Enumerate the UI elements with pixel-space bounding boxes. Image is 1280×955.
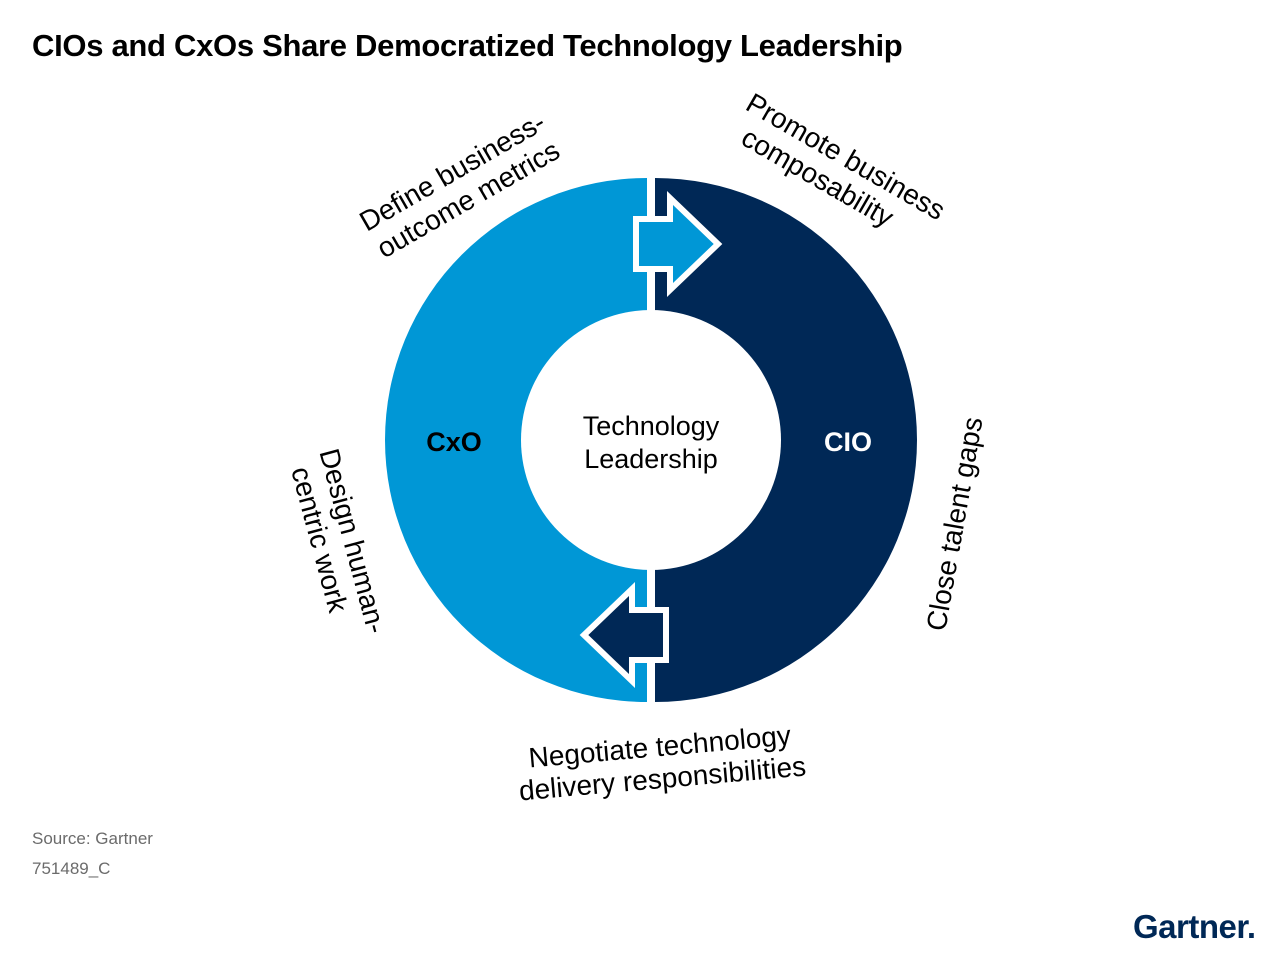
center-divider	[647, 662, 655, 710]
center-divider	[647, 270, 655, 313]
center-label-line2: Leadership	[584, 444, 718, 474]
center-label-line1: Technology	[583, 411, 720, 441]
arrow-left	[579, 581, 669, 689]
cxo-segment	[385, 178, 647, 702]
center-circle	[521, 310, 781, 570]
logo-text: Gartner	[1133, 908, 1247, 945]
label-close-talent-gaps: Close talent gaps	[920, 415, 988, 633]
cxo-label: CxO	[426, 427, 482, 457]
diagram-title: CIOs and CxOs Share Democratized Technol…	[32, 28, 903, 63]
label-right-line1: Close talent gaps	[920, 415, 988, 633]
label-design-human-centric-work: Design human- centric work	[285, 445, 392, 636]
arrow-right	[633, 190, 723, 298]
cio-segment	[655, 178, 917, 702]
center-divider	[647, 567, 655, 608]
center-divider	[647, 170, 655, 218]
figure-id: 751489_C	[32, 859, 111, 878]
logo-dot: .	[1246, 908, 1256, 945]
label-negotiate-technology-delivery: Negotiate technology delivery responsibi…	[518, 720, 808, 807]
source-note: Source: Gartner	[32, 829, 153, 848]
gartner-logo: Gartner.	[1133, 908, 1256, 946]
cio-label: CIO	[824, 427, 872, 457]
